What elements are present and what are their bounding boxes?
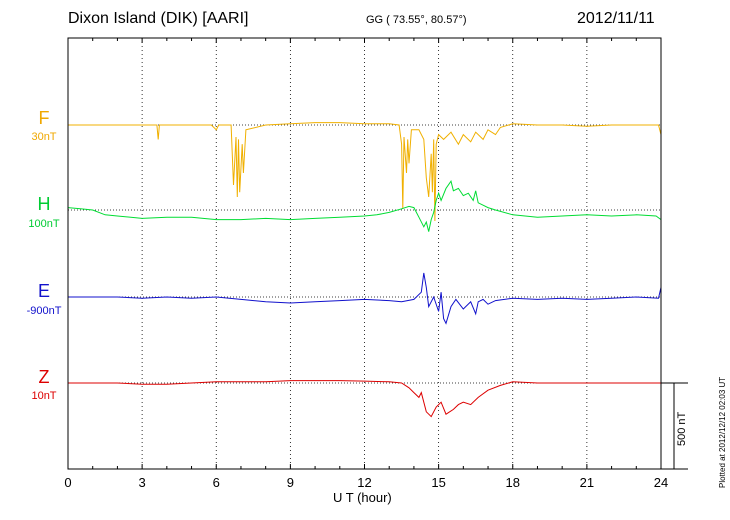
- x-axis-label: U T (hour): [333, 490, 392, 505]
- station-title: Dixon Island (DIK) [AARI]: [68, 10, 249, 27]
- plot-frame: [67, 37, 662, 470]
- x-tick-label-15: 15: [431, 475, 445, 490]
- channel-f-scale: 30nT: [31, 131, 57, 143]
- channel-z-scale: 10nT: [31, 390, 57, 402]
- channel-h-scale: 100nT: [28, 218, 60, 230]
- traces: [67, 122, 662, 418]
- x-tick-labels: 0 3 6 9 12 15 18 21 24: [64, 475, 668, 490]
- channel-e-name: E: [37, 281, 50, 301]
- x-tick-label-24: 24: [654, 475, 668, 490]
- channel-z-name: Z: [38, 367, 50, 387]
- channel-f-name: F: [38, 108, 50, 128]
- x-tick-label-21: 21: [580, 475, 594, 490]
- series-e-line: [68, 272, 662, 325]
- series-z-line: [68, 380, 661, 418]
- x-tick-label-3: 3: [139, 475, 146, 490]
- scale-bar-label: 500 nT: [676, 411, 688, 446]
- x-tick-label-9: 9: [287, 475, 294, 490]
- x-tick-label-6: 6: [213, 475, 220, 490]
- series-h-line: [67, 180, 662, 232]
- channel-h-name: H: [37, 194, 51, 214]
- x-tick-label-18: 18: [506, 475, 520, 490]
- chart-date: 2012/11/11: [577, 10, 655, 27]
- channel-e-scale: -900nT: [26, 305, 62, 317]
- scale-bar: [661, 382, 688, 470]
- plotted-timestamp: Plotted at 2012/12/12 02:03 UT: [718, 376, 727, 488]
- station-coords: GG ( 73.55°, 80.57°): [366, 14, 467, 26]
- x-tick-label-12: 12: [357, 475, 371, 490]
- series-f-line: [68, 122, 662, 222]
- x-tick-label-0: 0: [64, 475, 71, 490]
- grid-lines: [141, 38, 588, 469]
